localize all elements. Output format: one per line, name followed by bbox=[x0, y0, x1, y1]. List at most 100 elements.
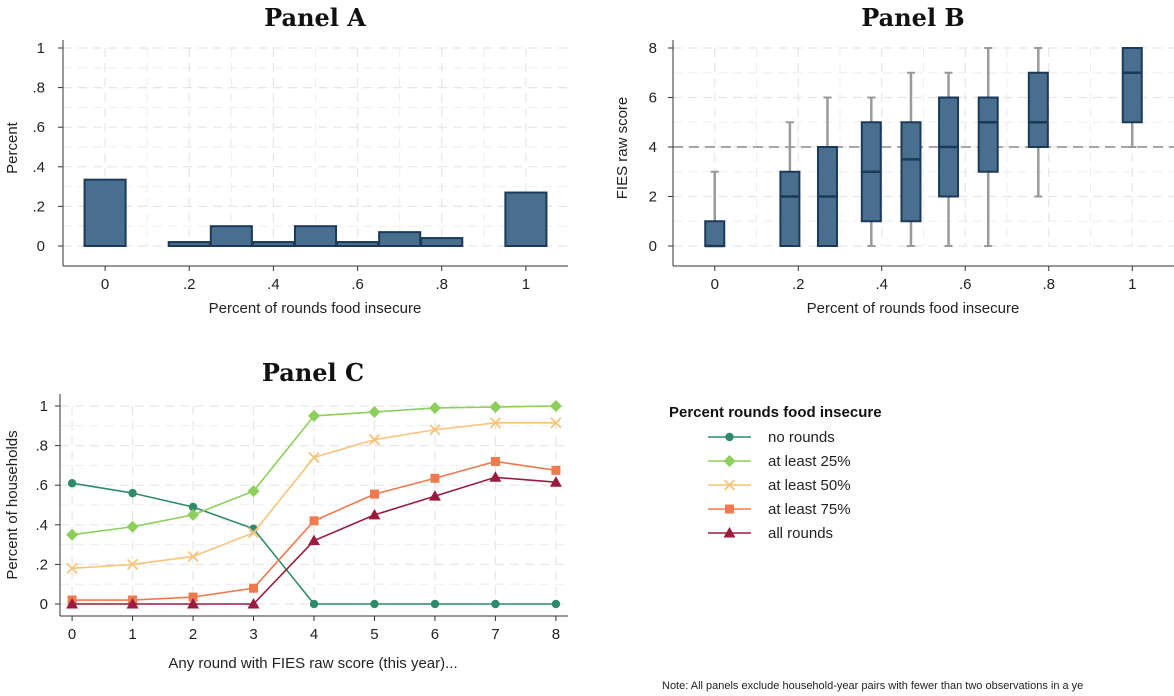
series-point bbox=[368, 434, 381, 446]
legend-marker bbox=[723, 455, 736, 467]
series-point bbox=[430, 599, 440, 609]
legend-marker bbox=[723, 527, 736, 538]
legend-label: no rounds bbox=[768, 429, 835, 446]
panel-c-x-tick-label: 1 bbox=[128, 626, 136, 643]
series-point bbox=[126, 598, 139, 609]
legend-title: Percent rounds food insecure bbox=[669, 404, 882, 421]
series-point bbox=[490, 456, 500, 466]
panel-c-x-tick-label: 7 bbox=[491, 626, 499, 643]
panel-a-y-tick-label: .6 bbox=[32, 119, 45, 136]
legend-item: at least 50% bbox=[708, 477, 851, 494]
legend-label: at least 75% bbox=[768, 501, 851, 518]
panel-b-box bbox=[900, 121, 922, 223]
series-point bbox=[66, 562, 78, 574]
series-point bbox=[368, 405, 381, 418]
panel-b-box bbox=[977, 96, 999, 173]
panel-c-axes: 0 .2 .4 .6 .8 1 0 1 2 3 4 5 6 7 8 bbox=[35, 394, 568, 643]
panel-a-x-tick-label: .8 bbox=[435, 276, 448, 293]
series-point bbox=[428, 401, 441, 414]
panel-b-x-tick-label: .6 bbox=[959, 276, 972, 293]
panel-b-box bbox=[1027, 71, 1049, 148]
panel-a-bar bbox=[293, 225, 338, 247]
series-point bbox=[489, 471, 502, 482]
series-point bbox=[549, 400, 562, 412]
series-point bbox=[67, 479, 77, 488]
panel-b-x-tick-label: 0 bbox=[711, 276, 719, 293]
panel-b-x-tick-label: .4 bbox=[875, 276, 888, 293]
panel-a-x-tick-label: .4 bbox=[267, 276, 280, 293]
series-point bbox=[429, 424, 441, 436]
panel-a-y-tick-label: .4 bbox=[32, 159, 45, 176]
panel-c-y-tick-label: 1 bbox=[40, 398, 48, 415]
legend-marker bbox=[725, 504, 734, 514]
panel-a-x-tick-label: 0 bbox=[101, 276, 109, 293]
series-point bbox=[308, 409, 320, 422]
panel-b-box bbox=[779, 170, 801, 247]
legend-marker bbox=[725, 432, 734, 442]
series-point bbox=[430, 473, 440, 483]
series-point bbox=[128, 488, 137, 498]
panel-a-bar bbox=[420, 237, 464, 248]
series-point bbox=[551, 599, 561, 609]
panel-a-ylabel: Percent bbox=[4, 121, 21, 174]
series-point bbox=[126, 520, 139, 533]
series-point bbox=[247, 485, 260, 498]
legend-item: at least 25% bbox=[708, 453, 851, 470]
panel-a-bar bbox=[378, 231, 422, 247]
panel-a-y-tick-label: .2 bbox=[32, 198, 45, 215]
panel-b-x-tick-label: 1 bbox=[1128, 276, 1136, 293]
panel-a-y-tick-label: 0 bbox=[37, 238, 45, 255]
panel-a-xlabel: Percent of rounds food insecure bbox=[209, 300, 422, 317]
panel-a-bar bbox=[336, 241, 380, 247]
panel-b-title: Panel B bbox=[861, 3, 964, 32]
panel-c: Panel C 0 .2 .4 .6 .8 1 0 1 2 3 4 5 6 7 8 Any round wi… bbox=[4, 358, 568, 672]
panel-a-bar bbox=[209, 225, 253, 247]
legend-label: at least 50% bbox=[768, 477, 851, 494]
series-point bbox=[370, 599, 379, 609]
panel-b-ylabel: FIES raw score bbox=[614, 97, 631, 200]
panel-b-y-tick-label: 0 bbox=[649, 238, 657, 255]
panel-c-grid bbox=[60, 405, 568, 605]
panel-a-title: Panel A bbox=[264, 3, 366, 32]
series-point bbox=[369, 489, 379, 499]
panel-c-legend: Percent rounds food insecure no rounds at… bbox=[669, 404, 882, 542]
panel-a-y-tick-label: 1 bbox=[37, 40, 45, 57]
legend-marker bbox=[723, 479, 736, 491]
panel-a: Panel A 0 .2 .4 .6 .8 1 0 .2 .4 .6 .8 1 Percent of … bbox=[4, 3, 568, 317]
panel-c-lines bbox=[66, 400, 562, 609]
panel-a-bar bbox=[83, 178, 127, 247]
series-no-rounds bbox=[67, 479, 561, 609]
panel-c-y-tick-label: 0 bbox=[40, 596, 48, 613]
series-point bbox=[66, 598, 79, 609]
panel-a-bars bbox=[83, 178, 548, 248]
series-point bbox=[187, 550, 199, 563]
series-point bbox=[249, 583, 259, 593]
panel-c-y-tick-label: .2 bbox=[35, 556, 48, 573]
panel-c-x-tick-label: 5 bbox=[370, 626, 378, 643]
series-point bbox=[308, 534, 320, 546]
panel-b-box bbox=[704, 220, 726, 247]
panel-a-bar bbox=[504, 191, 548, 247]
series-point bbox=[188, 502, 198, 512]
panel-c-y-tick-label: .4 bbox=[35, 517, 48, 534]
series-at-least-50- bbox=[66, 417, 562, 574]
panel-a-x-tick-label: .2 bbox=[183, 276, 196, 293]
series-point bbox=[551, 465, 561, 475]
series-point bbox=[491, 599, 500, 609]
series-all-rounds bbox=[66, 471, 562, 609]
series-point bbox=[66, 528, 79, 541]
series-point bbox=[489, 400, 502, 413]
panel-b-axes: 0 2 4 6 8 0 .2 .4 .6 .8 1 bbox=[649, 40, 1174, 293]
panel-c-x-tick-label: 4 bbox=[310, 626, 318, 643]
panel-b-y-tick-label: 4 bbox=[649, 139, 657, 156]
panel-b-y-tick-label: 6 bbox=[649, 90, 657, 107]
panel-b-x-tick-label: .2 bbox=[792, 276, 805, 293]
panel-b-y-tick-label: 8 bbox=[649, 40, 657, 57]
panel-b-y-tick-label: 2 bbox=[649, 189, 657, 206]
series-point bbox=[368, 508, 381, 520]
series-point bbox=[309, 599, 319, 609]
legend-item: at least 75% bbox=[708, 501, 851, 518]
series-point bbox=[428, 490, 441, 501]
panel-b-x-tick-label: .8 bbox=[1042, 276, 1055, 293]
